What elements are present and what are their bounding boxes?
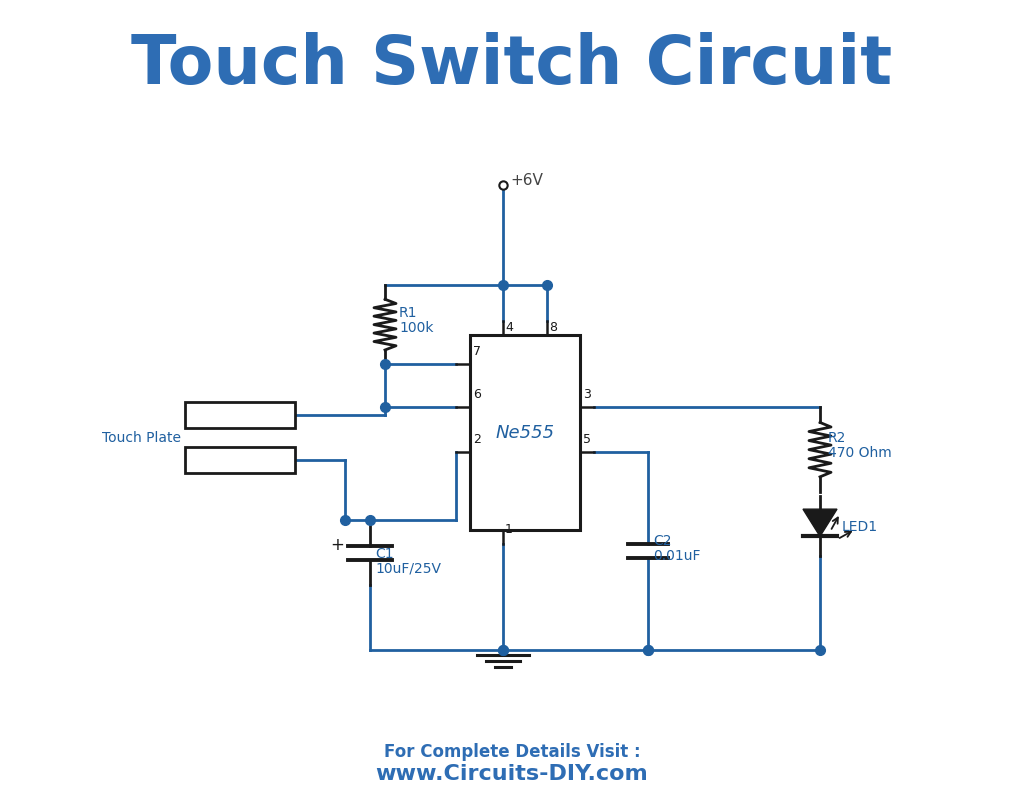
Bar	[470, 335, 580, 530]
Text: 7: 7	[473, 345, 481, 358]
Bar	[185, 447, 295, 473]
Text: 6: 6	[473, 388, 481, 401]
Text: R2: R2	[828, 431, 847, 444]
Text: LED1: LED1	[842, 520, 879, 534]
Text: 4: 4	[505, 321, 513, 334]
Text: 3: 3	[583, 388, 591, 401]
Polygon shape	[803, 509, 837, 537]
Text: +6V: +6V	[510, 173, 543, 188]
Text: Touch Switch Circuit: Touch Switch Circuit	[131, 32, 893, 98]
Text: 1: 1	[505, 523, 513, 536]
Text: C2: C2	[653, 534, 672, 548]
Text: 8: 8	[549, 321, 557, 334]
Text: Touch Plate: Touch Plate	[102, 431, 181, 444]
Text: For Complete Details Visit :: For Complete Details Visit :	[384, 743, 640, 761]
Text: +: +	[330, 536, 344, 553]
Text: C1: C1	[375, 546, 393, 561]
Bar	[185, 402, 295, 428]
Text: 470 Ohm: 470 Ohm	[828, 446, 892, 460]
Text: R1: R1	[399, 305, 418, 320]
Text: 100k: 100k	[399, 321, 433, 335]
Text: 5: 5	[583, 433, 591, 446]
Text: 2: 2	[473, 433, 481, 446]
Text: www.Circuits-DIY.com: www.Circuits-DIY.com	[376, 764, 648, 784]
Text: 10uF/25V: 10uF/25V	[375, 562, 441, 575]
Text: 0.01uF: 0.01uF	[653, 549, 700, 563]
Text: Ne555: Ne555	[496, 423, 555, 441]
